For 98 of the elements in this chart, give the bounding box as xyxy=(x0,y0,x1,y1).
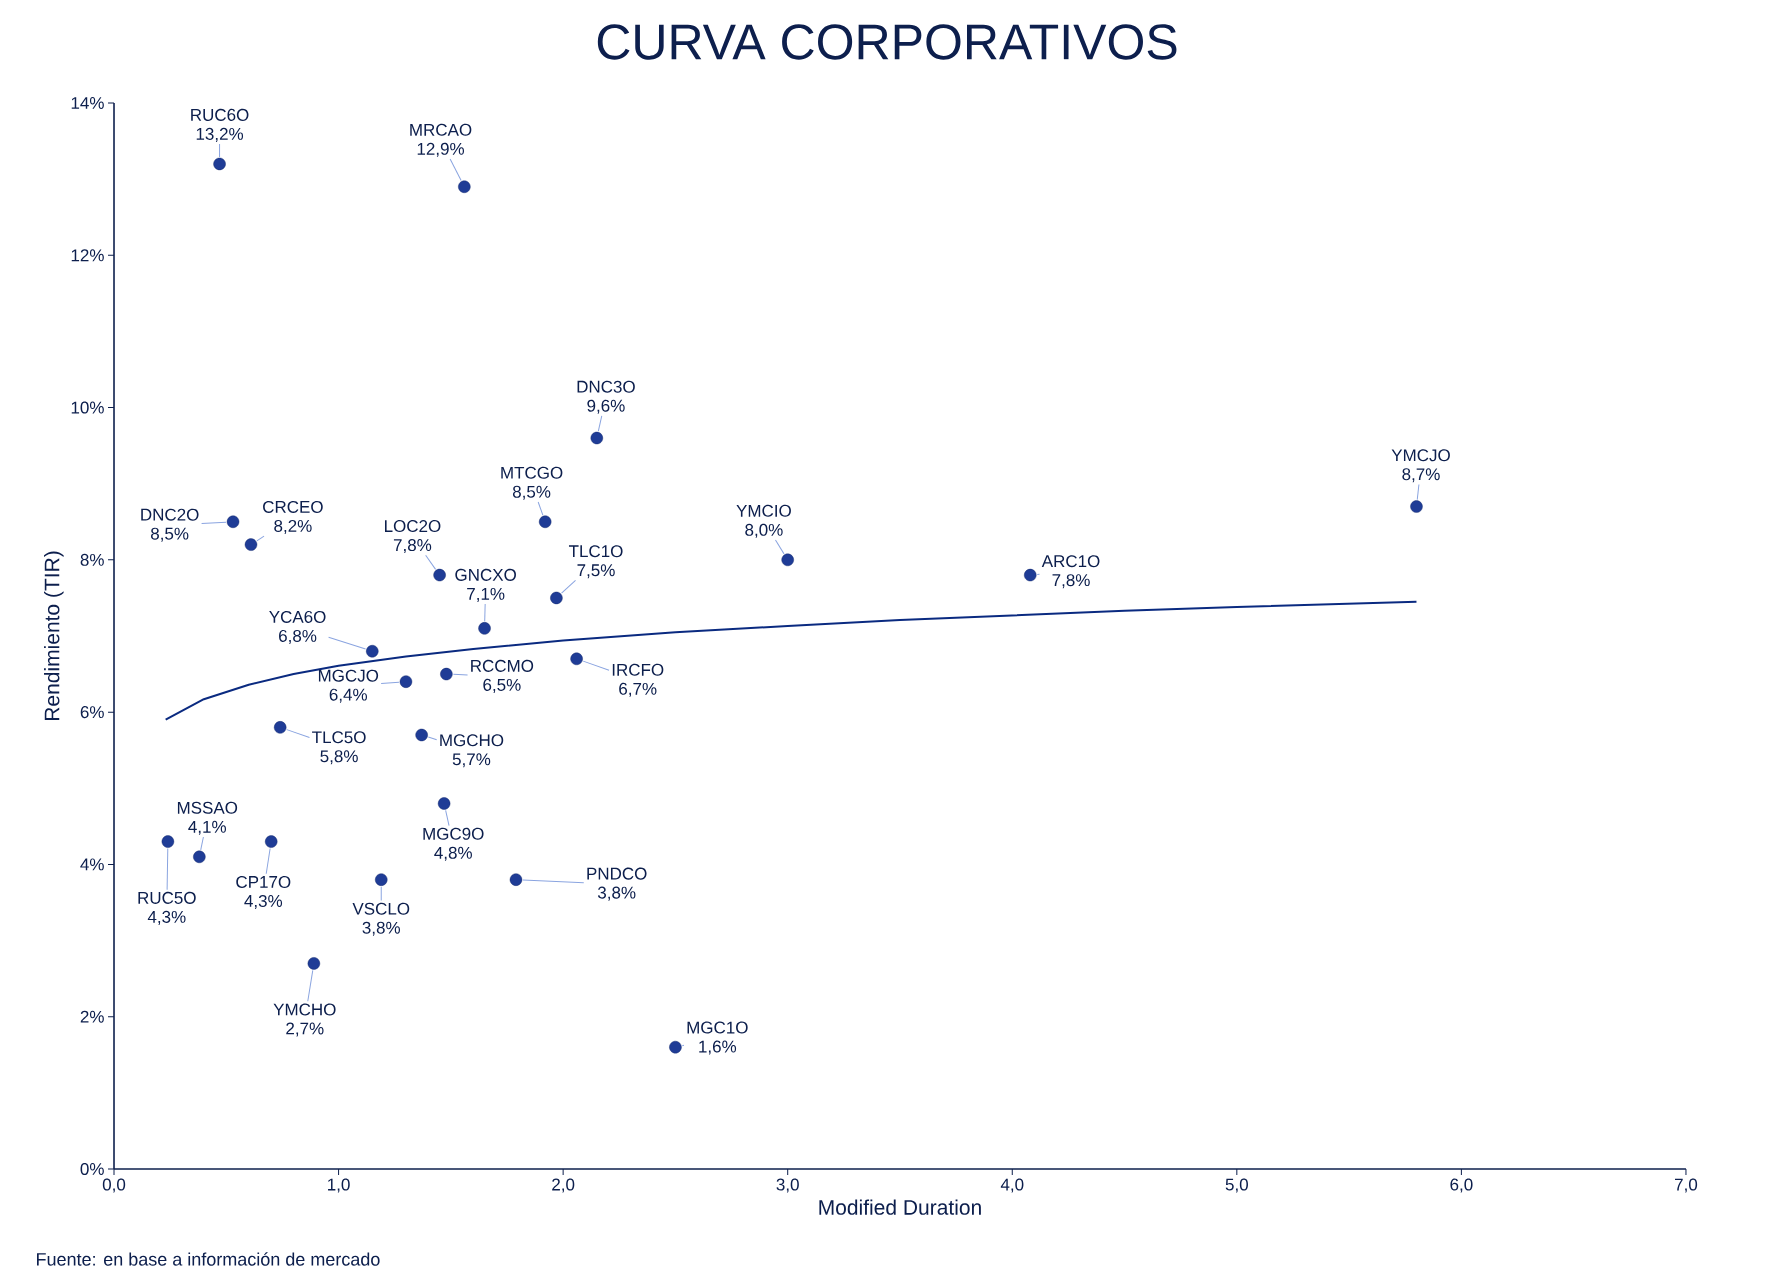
annotation: YMCIO xyxy=(736,504,791,517)
data-label: 6,7% xyxy=(619,682,657,697)
data-label: 6,4% xyxy=(329,688,367,703)
point xyxy=(437,797,451,810)
annotation: RCCMO xyxy=(471,659,534,672)
y-axis-title: Rendimiento (TIR) xyxy=(44,551,64,721)
point xyxy=(273,721,287,734)
x-tick-label: 7,0 xyxy=(1675,1178,1698,1193)
point xyxy=(161,835,175,848)
point xyxy=(265,835,278,848)
annotation: TLC5O xyxy=(312,731,366,744)
annotation: MGCHO xyxy=(440,734,504,747)
data-label: 3,8% xyxy=(597,886,636,901)
data-label: 4,8% xyxy=(434,846,472,861)
data-label: 6,5% xyxy=(483,678,521,693)
annotation: MRCAO xyxy=(410,123,472,136)
annotation: RUC6O xyxy=(191,108,249,121)
annotation: DNC2O xyxy=(141,508,199,521)
annotation: CP17O xyxy=(236,875,291,888)
data-label: 13,2% xyxy=(196,127,244,142)
point xyxy=(366,645,379,658)
annotation: MTCGO xyxy=(501,466,563,479)
point xyxy=(415,728,428,742)
data-label: 1,6% xyxy=(699,1040,737,1055)
x-tick-label: 6,0 xyxy=(1450,1178,1473,1193)
annotation: LOC2O xyxy=(385,520,441,533)
point xyxy=(375,873,388,886)
data-label: 8,0% xyxy=(745,523,783,538)
annotation: DNC3O xyxy=(577,380,635,393)
data-label: 7,8% xyxy=(393,539,432,554)
y-tick-label: 10% xyxy=(71,401,104,414)
point xyxy=(1024,568,1037,582)
point xyxy=(478,622,491,635)
annotation: MGC9O xyxy=(423,827,484,840)
x-tick-label: 5,0 xyxy=(1225,1178,1248,1193)
data-label: 7,8% xyxy=(1052,574,1090,589)
annotation: VSCLO xyxy=(352,902,410,915)
point xyxy=(509,873,523,886)
point xyxy=(399,675,413,688)
y-tick-label: 0% xyxy=(80,1162,104,1176)
annotation: CRCEO xyxy=(263,500,323,513)
data-label: 8,2% xyxy=(274,519,312,534)
annotation: ARC1O xyxy=(1041,555,1100,568)
x-tick-label: 3,0 xyxy=(776,1178,799,1193)
point xyxy=(244,538,258,551)
point xyxy=(193,850,206,863)
annotation: GNCXO xyxy=(455,568,516,581)
annotation: YCA6O xyxy=(269,610,326,623)
data-label: 5,8% xyxy=(320,750,358,765)
x-tick-label: 1,0 xyxy=(328,1178,350,1193)
data-label: 2,7% xyxy=(286,1022,324,1037)
data-label: 8,5% xyxy=(150,527,189,542)
data-label: 8,5% xyxy=(512,485,551,500)
annotation: RUC5O xyxy=(138,891,196,904)
data-label: 4,3% xyxy=(244,894,283,909)
data-label: 4,3% xyxy=(147,910,186,925)
data-label: 12,9% xyxy=(417,142,465,157)
data-label: 8,7% xyxy=(1402,468,1440,483)
y-tick-label: 2% xyxy=(80,1010,104,1023)
point xyxy=(458,180,471,193)
y-tick-label: 6% xyxy=(80,706,104,719)
x-tick-label: 2,0 xyxy=(552,1178,575,1193)
source-note: Fuente: en base a información de mercado xyxy=(37,1252,380,1266)
point xyxy=(1410,500,1423,513)
point xyxy=(433,568,446,582)
point xyxy=(669,1040,682,1054)
annotation: MGCJO xyxy=(318,669,379,682)
data-label: 6,8% xyxy=(279,629,317,644)
x-tick-label: 0,0 xyxy=(102,1178,126,1193)
data-label: 3,8% xyxy=(362,921,400,936)
y-tick-label: 14% xyxy=(71,97,104,109)
y-tick-label: 12% xyxy=(71,249,104,262)
data-label: 5,7% xyxy=(452,753,491,768)
y-tick-label: 8% xyxy=(80,553,104,566)
data-label: 7,1% xyxy=(467,587,505,602)
point xyxy=(440,667,453,681)
annotation: MGC1O xyxy=(687,1021,748,1034)
annotation: YMCJO xyxy=(1391,449,1450,462)
annotation: PNDCO xyxy=(587,867,647,880)
data-label: 9,6% xyxy=(587,399,625,414)
chart-title: CURVA CORPORATIVOS xyxy=(597,24,1177,60)
data-label: 4,1% xyxy=(188,820,226,835)
x-axis-title: Modified Duration xyxy=(819,1199,981,1215)
point xyxy=(570,652,583,666)
y-tick-label: 4% xyxy=(80,858,104,871)
annotation: MSSAO xyxy=(177,801,238,814)
point xyxy=(213,157,226,171)
point xyxy=(307,957,321,970)
point xyxy=(538,515,552,528)
x-tick-label: 4,0 xyxy=(1000,1178,1024,1193)
point xyxy=(550,591,563,605)
annotation: YMCHO xyxy=(273,1003,336,1016)
data-label: 7,5% xyxy=(577,564,615,579)
annotation: IRCFO xyxy=(612,663,664,676)
point xyxy=(226,515,240,528)
annotation: TLC1O xyxy=(568,545,623,558)
point xyxy=(590,431,604,445)
point xyxy=(781,553,794,567)
